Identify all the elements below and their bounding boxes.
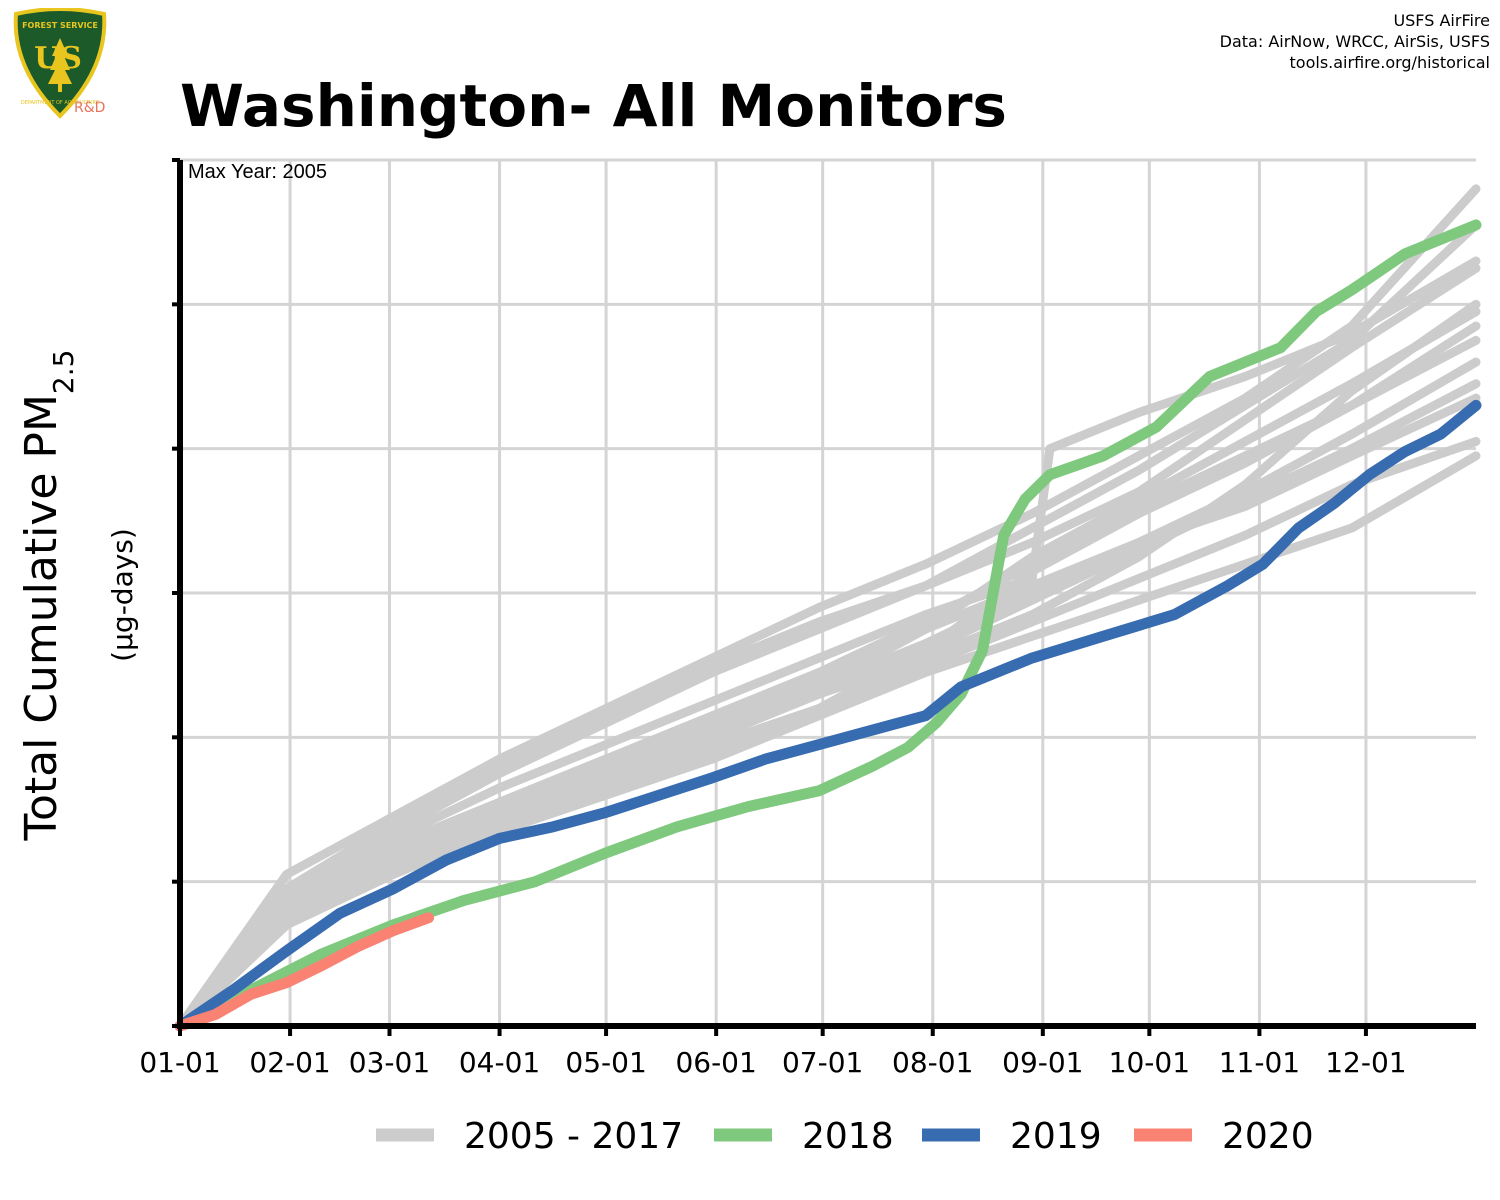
y-axis-label-subscript: 2.5	[47, 350, 80, 395]
x-tick-labels: 01-01 02-01 03-01 04-01 05-01 06-01 07-01 08-01…	[139, 1046, 1406, 1079]
legend-entry: 2019	[922, 1116, 1102, 1157]
x-tick-label: 10-01	[1109, 1046, 1190, 1079]
svg-text:Total Cumulative PM2.5: Total Cumulative PM2.5	[16, 350, 80, 842]
x-tick-label: 03-01	[349, 1046, 430, 1079]
x-tick-label: 01-01	[139, 1046, 220, 1079]
x-tick-label: 11-01	[1219, 1046, 1300, 1079]
logo-top-text: FOREST SERVICE	[22, 21, 98, 30]
legend-label: 2020	[1222, 1116, 1314, 1157]
forest-service-shield-icon: FOREST SERVICE US DEPARTMENT OF AGRICULT…	[13, 7, 107, 119]
y-axis-label: Total Cumulative PM2.5	[16, 350, 80, 842]
legend-label: 2019	[1010, 1116, 1102, 1157]
background-series-2005-2017	[175, 184, 1481, 1031]
background-series-line-11	[175, 335, 1481, 1031]
max-year-annotation: Max Year: 2005	[188, 161, 327, 183]
y-axis-units: (µg-days)	[106, 528, 139, 662]
forest-service-logo: FOREST SERVICE US DEPARTMENT OF AGRICULT…	[8, 7, 112, 120]
series-line-2020	[174, 912, 435, 1032]
series-line-2019	[174, 399, 1482, 1032]
credit-line-2: Data: AirNow, WRCC, AirSis, USFS	[1219, 32, 1490, 51]
series-line-2018	[174, 219, 1482, 1032]
rd-badge: R&D	[74, 100, 106, 116]
credit-line-3: tools.airfire.org/historical	[1289, 53, 1490, 72]
y-axis-units-text: (µg-days)	[106, 528, 139, 662]
chart-title: Washington- All Monitors	[180, 72, 1007, 140]
background-series-line-3	[175, 256, 1481, 1031]
legend-entry: 2020	[1134, 1116, 1314, 1157]
legend-entry: 2005 - 2017	[376, 1116, 683, 1157]
legend-label: 2018	[802, 1116, 894, 1157]
axes	[172, 158, 1476, 1036]
logo-bottom-text: DEPARTMENT OF AGRICULTURE	[21, 100, 99, 106]
x-tick-label: 02-01	[249, 1046, 330, 1079]
x-tick-label: 12-01	[1325, 1046, 1406, 1079]
background-series-line-7	[175, 393, 1481, 1031]
background-series-line-1	[175, 184, 1481, 1031]
highlight-series	[174, 219, 1482, 1032]
legend-entry: 2018	[714, 1116, 894, 1157]
x-tick-label: 04-01	[459, 1046, 540, 1079]
x-tick-label: 07-01	[782, 1046, 863, 1079]
x-tick-label: 05-01	[565, 1046, 646, 1079]
x-tick-label: 09-01	[1002, 1046, 1083, 1079]
background-series-line-13	[175, 379, 1481, 1031]
background-series-line-10	[175, 263, 1481, 1031]
x-tick-label: 08-01	[892, 1046, 973, 1079]
legend: 2005 - 2017 2018 2019 2020	[376, 1116, 1314, 1157]
background-series-line-2	[175, 220, 1481, 1031]
y-axis-label-main: Total Cumulative PM	[16, 394, 67, 841]
tree-icon	[48, 38, 72, 92]
x-tick-label: 06-01	[675, 1046, 756, 1079]
credit-line-1: USFS AirFire	[1393, 11, 1490, 30]
legend-label: 2005 - 2017	[464, 1116, 683, 1157]
